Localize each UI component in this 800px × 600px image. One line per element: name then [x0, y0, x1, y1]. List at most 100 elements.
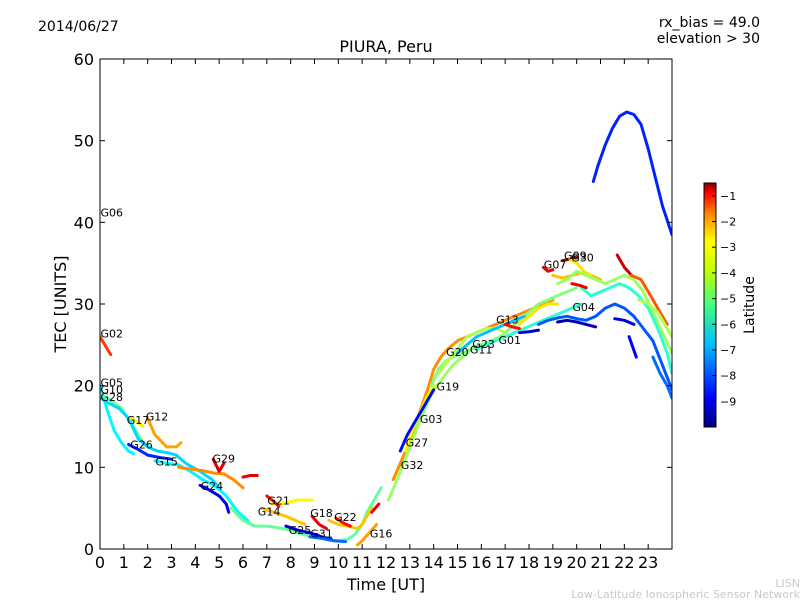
label-g21: G21	[267, 495, 290, 508]
label-g03: G03	[420, 413, 443, 426]
series-g22b	[334, 516, 352, 528]
label-g12: G12	[146, 411, 169, 424]
series-g21b	[265, 494, 281, 508]
series-g12	[146, 416, 183, 449]
x-tick-label: 3	[166, 553, 176, 572]
series-g26c	[630, 273, 669, 326]
series-g29	[177, 465, 245, 490]
series-g05	[100, 384, 135, 455]
series-g17	[129, 416, 145, 428]
colorbar-tick-label: −4	[720, 267, 736, 280]
colorbar-gradient	[703, 182, 717, 428]
colorbar-label: Latitude	[742, 276, 758, 334]
series-g07	[541, 265, 555, 273]
label-g05: G05	[101, 376, 124, 389]
rx-bias-label: rx_bias = 49.0	[659, 15, 760, 31]
series-g21	[270, 498, 314, 506]
chart-title: PIURA, Peru	[339, 37, 432, 56]
label-g11: G11	[470, 344, 493, 357]
y-tick-label: 10	[74, 458, 94, 477]
label-g04: G04	[572, 301, 595, 314]
x-tick-label: 9	[309, 553, 319, 572]
series-g22	[327, 506, 374, 531]
series-g01	[475, 302, 583, 351]
series-g04	[537, 302, 672, 392]
label-g02: G02	[101, 327, 124, 340]
colorbar-tick-label: −9	[720, 395, 736, 408]
series-g28b	[613, 317, 636, 326]
series-g14d	[637, 298, 672, 339]
label-g18: G18	[310, 507, 333, 520]
series-g08	[570, 282, 588, 290]
colorbar-tick-label: −5	[720, 293, 736, 306]
colorbar-tick-label: −2	[720, 216, 736, 229]
x-tick-label: 18	[519, 553, 539, 572]
label-g01: G01	[499, 334, 522, 347]
series-g30c	[579, 282, 672, 375]
x-tick-label: 7	[262, 553, 272, 572]
footer-network: Low-Latitude Ionospheric Sensor Network	[571, 588, 800, 600]
x-tick-label: 1	[119, 553, 129, 572]
series-g07b	[551, 271, 602, 281]
label-g19: G19	[437, 380, 460, 393]
x-tick-label: 4	[190, 553, 200, 572]
label-g29: G29	[213, 452, 236, 465]
label-g14: G14	[258, 505, 281, 518]
y-tick-label: 0	[84, 540, 94, 559]
series-g24	[198, 483, 231, 514]
x-tick-label: 0	[95, 553, 105, 572]
label-g16: G16	[370, 527, 393, 540]
y-tick-label: 50	[74, 132, 94, 151]
series-g19	[398, 388, 436, 453]
label-g24: G24	[201, 480, 224, 493]
x-tick-label: 12	[376, 553, 396, 572]
label-g26: G26	[130, 438, 153, 451]
series-g23	[456, 314, 526, 355]
label-g10: G10	[101, 384, 124, 397]
footer-lisn: LISN	[775, 577, 800, 590]
colorbar-ticks: −1 −2 −3 −4 −5 −6 −7 −8 −9	[712, 190, 736, 408]
x-tick-label: 5	[214, 553, 224, 572]
x-tick-label: 16	[471, 553, 491, 572]
series-g26b	[615, 253, 633, 277]
y-axis-label: TEC [UNITS]	[51, 256, 70, 354]
y-tick-label: 40	[74, 213, 94, 232]
x-tick-label: 6	[238, 553, 248, 572]
x-tick-label: 2	[143, 553, 153, 572]
elevation-label: elevation > 30	[657, 31, 760, 47]
colorbar-tick-label: −6	[720, 318, 736, 331]
series-g30b	[556, 269, 672, 355]
label-g07: G07	[544, 259, 567, 272]
x-tick-label: 23	[638, 553, 658, 572]
series-g30	[568, 257, 593, 277]
x-tick-label: 15	[447, 553, 467, 572]
series-g29b	[211, 457, 226, 473]
x-tick-label: 11	[352, 553, 372, 572]
x-tick-label: 20	[566, 553, 586, 572]
series-g16	[355, 523, 378, 547]
label-g06: G06	[101, 206, 124, 219]
series-g18	[310, 514, 328, 531]
series-g02	[100, 335, 113, 357]
series-g16b	[370, 502, 381, 514]
x-tick-label: 17	[495, 553, 515, 572]
x-tick-label: 8	[286, 553, 296, 572]
x-tick-label: 14	[423, 553, 443, 572]
label-g27: G27	[406, 437, 429, 450]
colorbar-tick-label: −8	[720, 370, 736, 383]
label-g25: G25	[289, 524, 312, 537]
y-tick-label: 20	[74, 377, 94, 396]
x-tick-label: 21	[590, 553, 610, 572]
colorbar: −1 −2 −3 −4 −5 −6 −7 −8 −9 Latitude	[703, 182, 758, 428]
label-g28: G28	[101, 391, 124, 404]
label-g20: G20	[446, 346, 469, 359]
x-tick-label: 10	[328, 553, 348, 572]
label-g30: G30	[571, 251, 594, 264]
series-g04c	[591, 110, 672, 237]
series-g28c	[627, 335, 638, 359]
x-axis-label: Time [UT]	[346, 575, 425, 594]
series-g04b	[556, 318, 598, 329]
series-g14b	[260, 506, 307, 526]
label-g17: G17	[127, 414, 150, 427]
x-tick-label: 13	[400, 553, 420, 572]
